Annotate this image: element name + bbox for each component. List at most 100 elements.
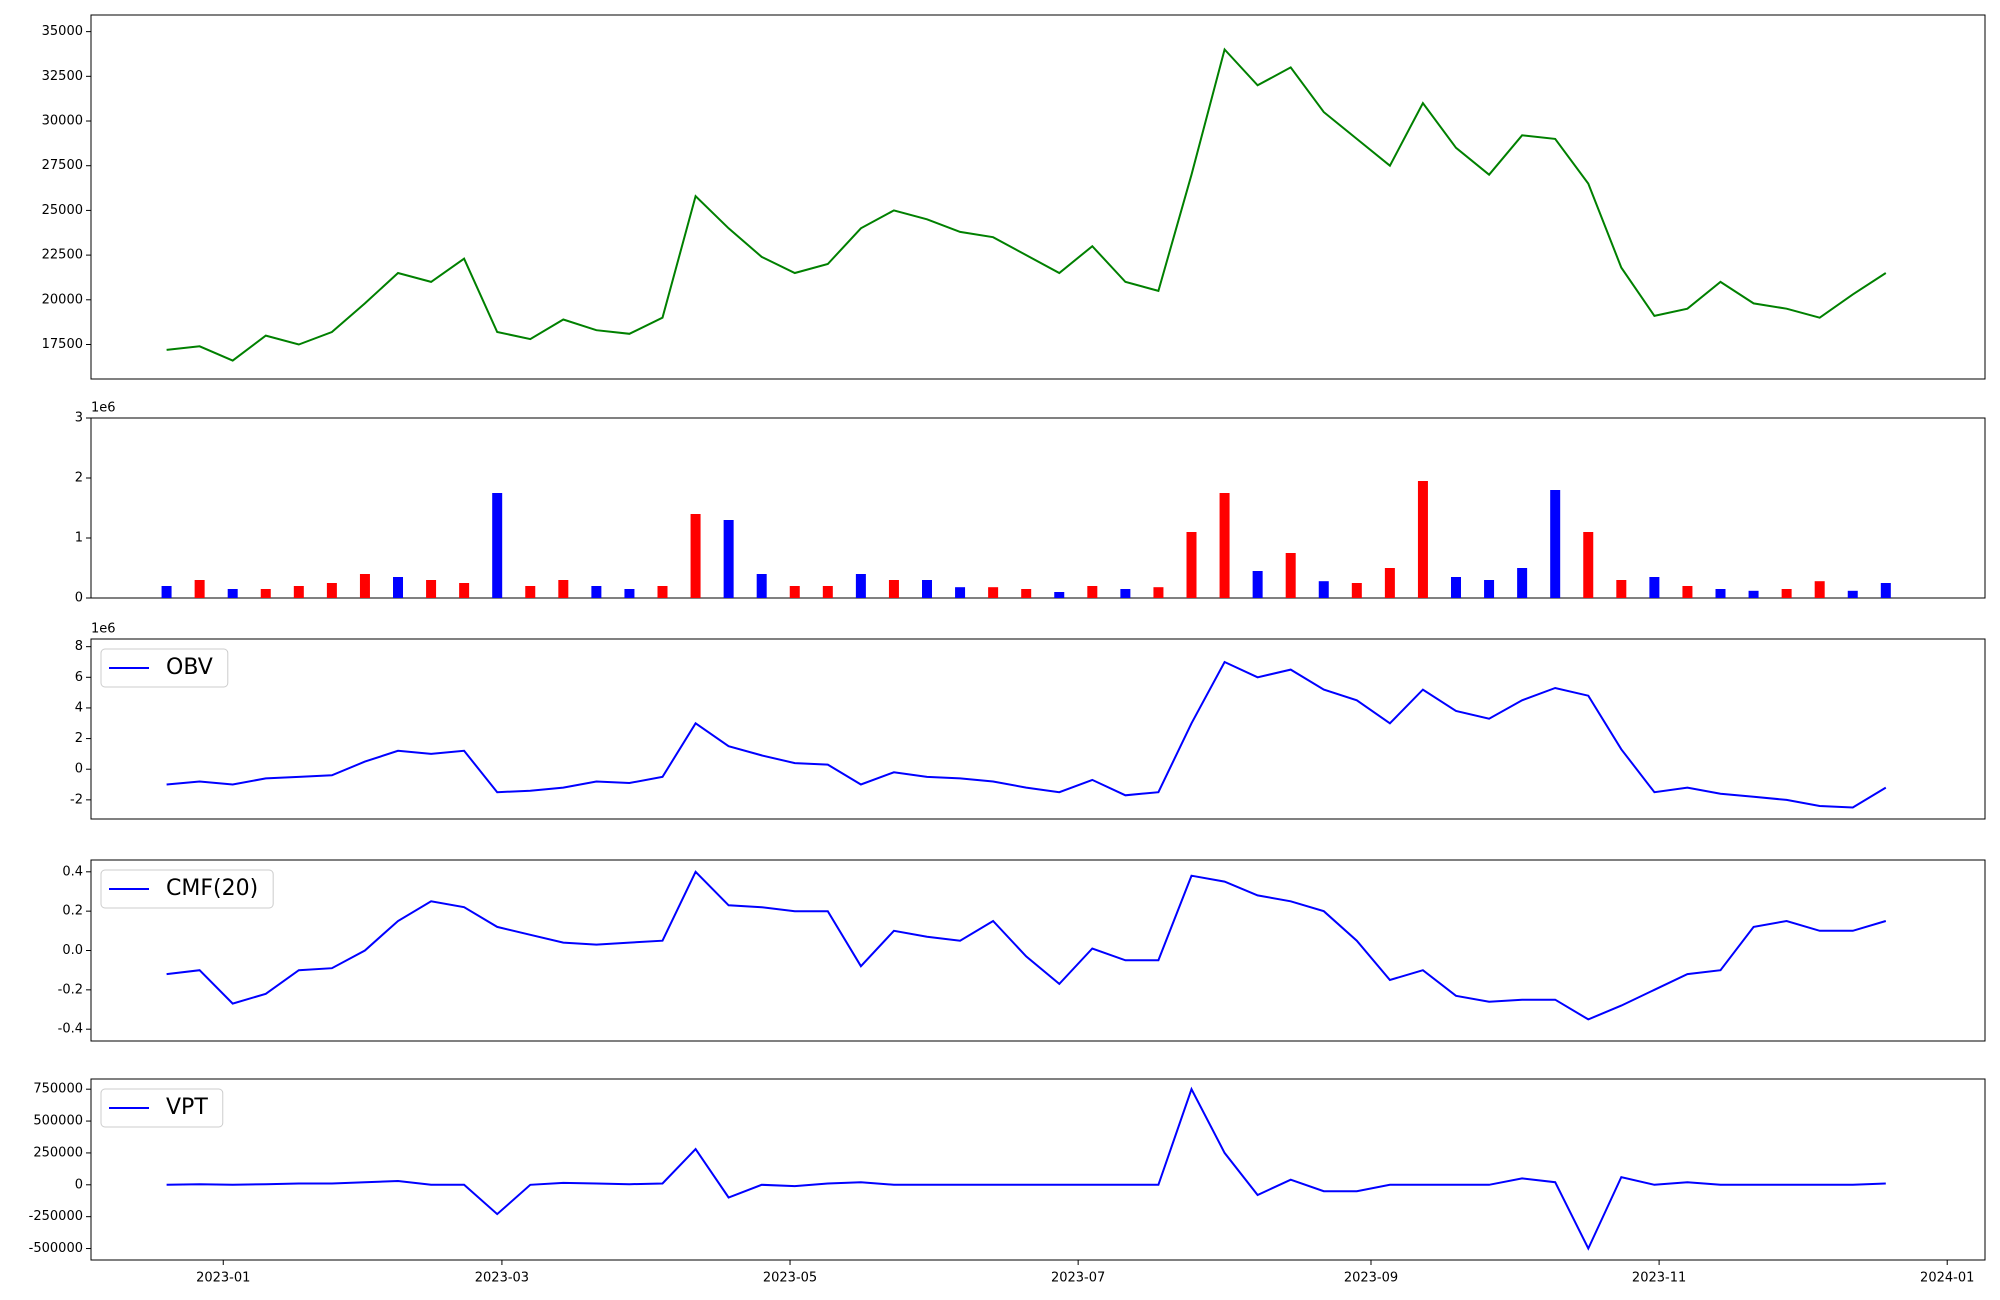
volume-bar — [988, 587, 999, 598]
volume-bar — [1550, 490, 1561, 598]
volume-bar — [690, 514, 701, 598]
volume-bar — [426, 580, 437, 598]
x-tick-label: 2023-07 — [1051, 1271, 1105, 1286]
volume-bar — [888, 580, 899, 598]
volume-bar — [1748, 590, 1759, 598]
volume-bar — [756, 574, 767, 598]
x-tick-label: 2024-01 — [1920, 1271, 1974, 1286]
y-tick-label: 6 — [75, 670, 83, 685]
volume-bar — [558, 580, 569, 598]
x-tick-label: 2023-03 — [475, 1271, 529, 1286]
volume-bar — [525, 586, 536, 598]
volume-bar — [1021, 589, 1032, 598]
x-tick-label: 2023-09 — [1344, 1271, 1398, 1286]
y-tick-label: 500000 — [33, 1114, 83, 1129]
volume-bar — [1484, 580, 1495, 598]
axes-frame — [90, 14, 1986, 380]
y-tick-label: 3 — [75, 411, 83, 426]
volume-bar — [1351, 583, 1362, 598]
volume-bar — [1649, 577, 1660, 598]
volume-bar — [1054, 592, 1065, 598]
axes-frame — [90, 1078, 1986, 1261]
y-tick-label: -0.4 — [58, 1022, 83, 1037]
y-tick-label: 0.2 — [62, 904, 83, 919]
legend-label: CMF(20) — [166, 876, 258, 901]
legend-box — [100, 869, 274, 909]
series-line — [166, 1086, 1886, 1251]
volume-bar — [326, 583, 337, 598]
y-tick-label: 8 — [75, 639, 83, 654]
y-tick-label: 0 — [75, 591, 83, 606]
volume-bar — [591, 586, 602, 598]
y-tick-label: -2 — [70, 792, 83, 807]
y-tick-label: 35000 — [42, 24, 83, 39]
volume-bar — [1616, 580, 1627, 598]
volume-bar — [459, 583, 470, 598]
volume-bar — [1186, 532, 1197, 598]
y-tick-label: -0.2 — [58, 982, 83, 997]
volume-bar — [359, 574, 370, 598]
y-tick-label: 250000 — [33, 1145, 83, 1160]
legend: OBV — [100, 648, 229, 688]
volume-bar — [1384, 568, 1395, 598]
volume-bar — [1682, 586, 1693, 598]
volume-bar — [227, 589, 238, 598]
volume-bar — [1120, 589, 1131, 598]
y-tick-label: 2 — [75, 471, 83, 486]
volume-bar — [293, 586, 304, 598]
x-tick-label: 2023-05 — [763, 1271, 817, 1286]
y-tick-label: 27500 — [42, 158, 83, 173]
y-tick-label: 32500 — [42, 69, 83, 84]
legend-label: VPT — [166, 1095, 208, 1120]
y-tick-label: 0 — [75, 1177, 83, 1192]
volume-bar — [1847, 590, 1858, 598]
volume-bar — [855, 574, 866, 598]
volume-bar — [1285, 553, 1296, 598]
offset-label: 1e6 — [91, 622, 116, 637]
volume-bar — [657, 586, 668, 598]
volume-bar — [161, 586, 172, 598]
legend-box — [100, 648, 229, 688]
y-tick-label: 22500 — [42, 248, 83, 263]
volume-bar — [194, 580, 205, 598]
legend: VPT — [100, 1088, 224, 1128]
y-tick-label: 2 — [75, 731, 83, 746]
y-tick-label: -250000 — [29, 1209, 83, 1224]
volume-bar — [723, 520, 734, 598]
y-tick-label: 1 — [75, 531, 83, 546]
y-tick-label: 30000 — [42, 114, 83, 129]
volume-bar — [492, 493, 503, 598]
legend-label: OBV — [166, 655, 213, 680]
volume-bar — [260, 589, 271, 598]
y-tick-label: -500000 — [29, 1241, 83, 1256]
y-tick-label: 0 — [75, 762, 83, 777]
y-tick-label: 0.0 — [62, 943, 83, 958]
price-line — [166, 47, 1887, 362]
volume-bar — [1219, 493, 1230, 598]
volume-bar — [1318, 581, 1329, 598]
x-tick-label: 2023-11 — [1632, 1271, 1686, 1286]
volume-bar — [1252, 571, 1263, 598]
series-line — [166, 870, 1887, 1021]
volume-bar — [1880, 583, 1891, 598]
y-tick-label: 20000 — [42, 292, 83, 307]
y-tick-label: 0.4 — [62, 864, 83, 879]
volume-bar — [1715, 589, 1726, 598]
volume-bar — [1814, 581, 1825, 598]
volume-bar — [922, 580, 933, 598]
axes-frame — [90, 638, 1986, 820]
volume-bar — [393, 577, 404, 598]
x-tick-label: 2023-01 — [196, 1271, 250, 1286]
y-tick-label: 25000 — [42, 203, 83, 218]
volume-bar — [1153, 587, 1164, 598]
volume-bar — [789, 586, 800, 598]
volume-bar — [1087, 586, 1098, 598]
legend: CMF(20) — [100, 869, 274, 909]
volume-bar — [1517, 568, 1528, 598]
offset-label: 1e6 — [91, 401, 116, 416]
series-line — [166, 660, 1887, 809]
volume-bar — [955, 587, 966, 598]
y-tick-label: 4 — [75, 700, 83, 715]
volume-bar — [1417, 481, 1428, 598]
